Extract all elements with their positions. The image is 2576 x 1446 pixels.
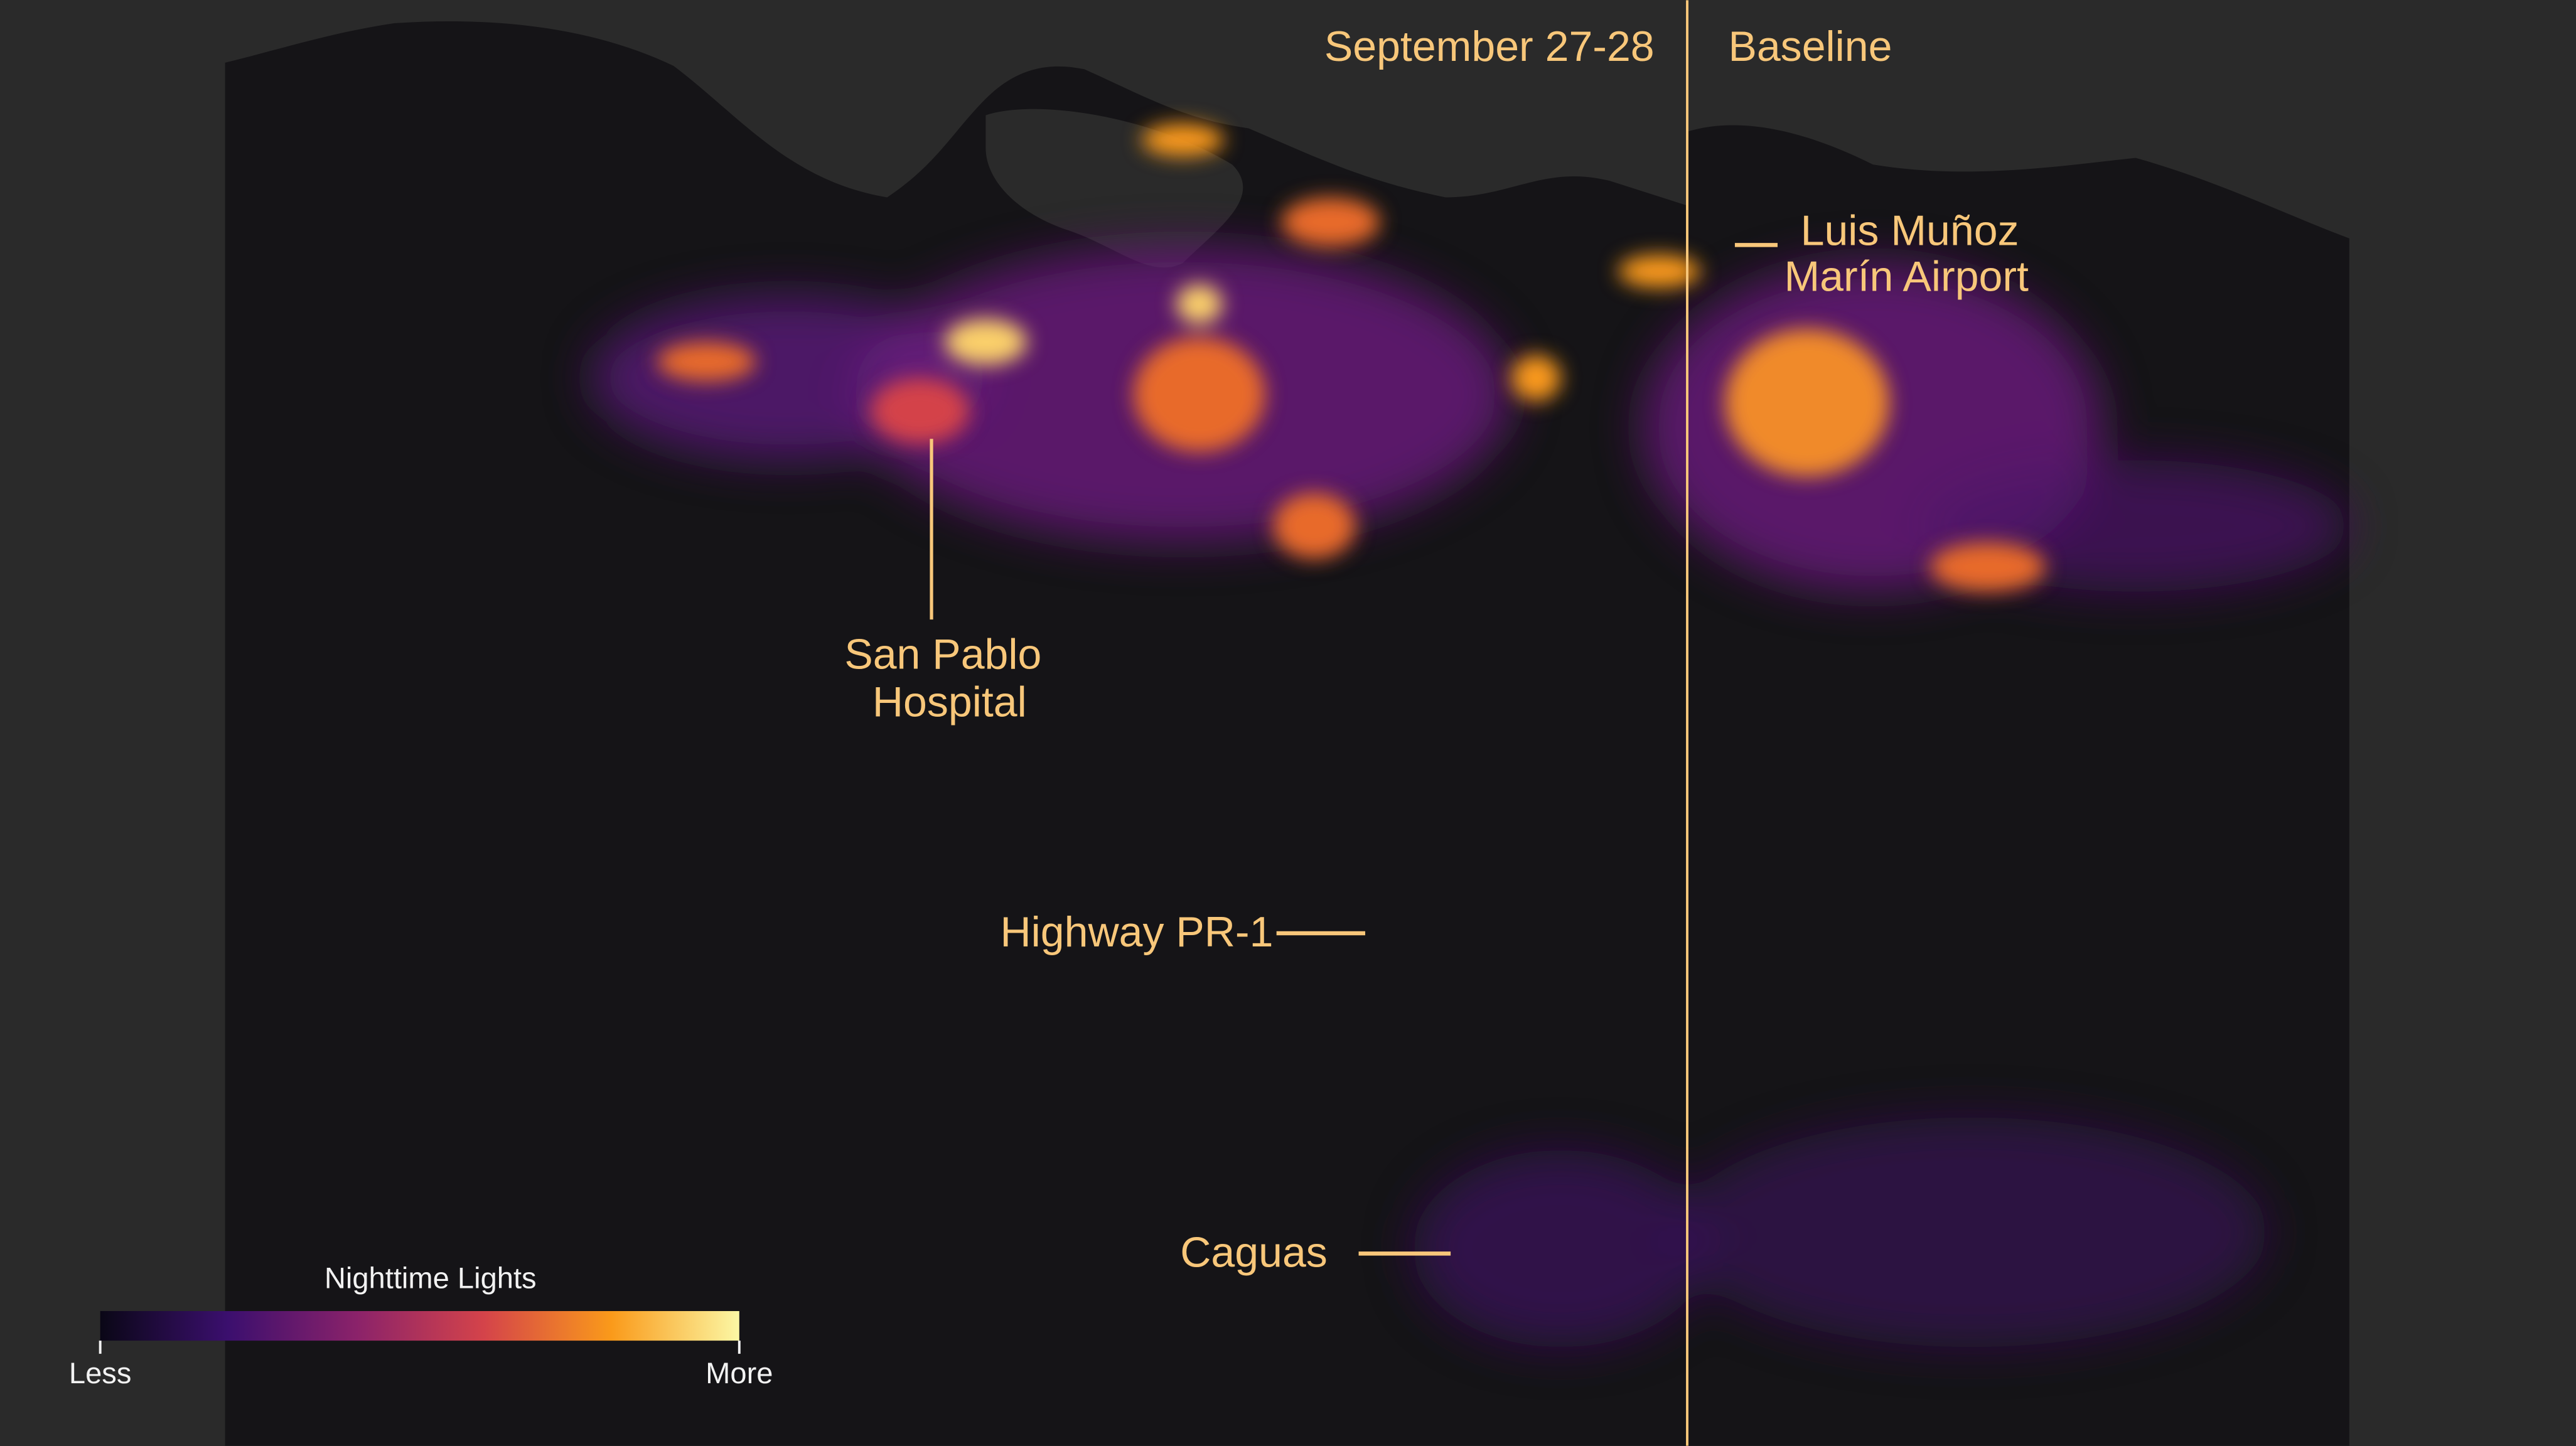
lights-bright (657, 123, 2046, 592)
annotation: Marín Airport (1784, 253, 2029, 301)
legend-colorbar (100, 1311, 739, 1341)
annotation: Luis Muñoz (1801, 206, 2019, 254)
annotation: San Pablo (844, 631, 1041, 678)
annotation: Hospital (872, 678, 1027, 726)
panel-title: Baseline (1728, 23, 1892, 70)
legend-title: Nighttime Lights (325, 1261, 537, 1294)
panel-title: September 27-28 (1324, 23, 1655, 70)
annotation: Highway PR-1 (1001, 908, 1274, 956)
legend-max-label: More (706, 1356, 773, 1390)
annotation: Caguas (1180, 1228, 1328, 1276)
legend-min-label: Less (69, 1356, 132, 1390)
